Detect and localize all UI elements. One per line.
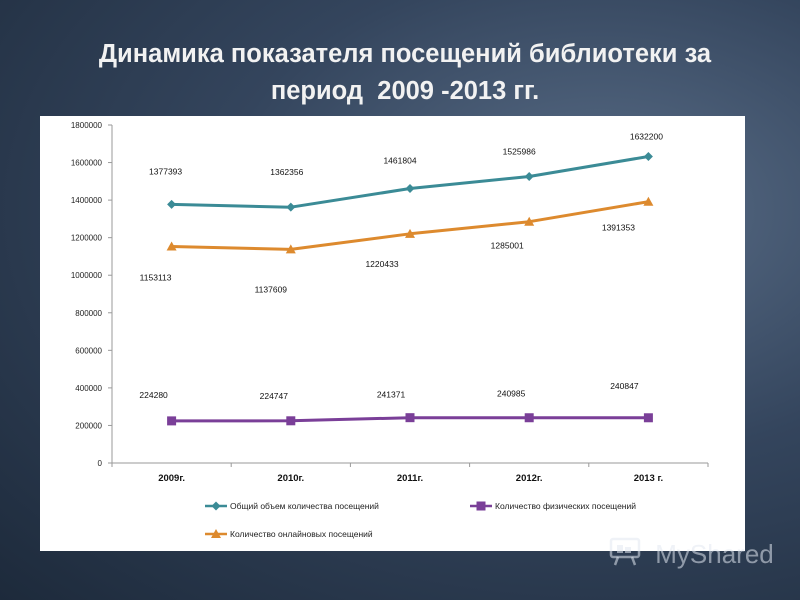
series-2-point <box>286 416 296 426</box>
series-1-point <box>643 152 653 162</box>
x-tick-label: 2010г. <box>277 473 304 484</box>
series-3-point <box>643 196 654 206</box>
watermark-text: MyShared <box>655 539 774 569</box>
data-label: 241371 <box>377 390 406 400</box>
y-tick-label: 0 <box>98 459 103 468</box>
x-tick-label: 2011г. <box>397 473 423 484</box>
chart-ticks: 0 200000 400000 600000 800000 1000000 1200000 1… <box>71 121 709 484</box>
series-1-point <box>405 184 415 194</box>
chart-legend: Общий объем количества посещений Количест… <box>205 501 636 539</box>
legend-marker-2 <box>476 501 486 511</box>
y-tick-label: 200000 <box>75 421 102 430</box>
chart-markers <box>166 152 654 426</box>
series-3-point <box>285 244 296 254</box>
legend-label-2: Количество физических посещений <box>495 501 636 511</box>
series-2-point <box>524 413 534 423</box>
data-label: 224280 <box>139 390 168 400</box>
y-tick-label: 1000000 <box>71 271 103 280</box>
data-label: 224747 <box>260 391 289 401</box>
data-label: 1362356 <box>270 167 303 177</box>
data-label: 1525986 <box>503 146 536 156</box>
data-label: 1285001 <box>491 241 524 251</box>
data-label: 1632200 <box>630 132 663 142</box>
slide-title: Динамика показателя посещений библиотеки… <box>0 36 800 110</box>
data-label: 1137609 <box>255 284 288 294</box>
y-tick-label: 800000 <box>75 309 102 318</box>
y-tick-label: 1400000 <box>71 196 103 205</box>
series-line-3 <box>171 200 649 251</box>
legend-label-1: Общий объем количества посещений <box>230 501 379 511</box>
data-label: 1461804 <box>383 156 416 166</box>
y-tick-label: 1800000 <box>71 121 103 130</box>
data-label: 240847 <box>610 381 639 391</box>
series-1-point <box>286 202 296 212</box>
slide-title-line-2: период 2009 -2013 гг. <box>270 77 540 105</box>
series-1-point <box>167 199 177 209</box>
series-3-point <box>524 216 535 226</box>
y-tick-label: 600000 <box>75 346 102 355</box>
legend-marker-1 <box>211 501 221 511</box>
legend-label-3: Количество онлайновых посещений <box>230 529 373 539</box>
x-tick-label: 2013 г. <box>634 473 663 484</box>
presentation-board-icon <box>608 536 642 573</box>
y-tick-label: 1600000 <box>71 159 103 168</box>
x-tick-label: 2012г. <box>516 473 543 484</box>
chart-axes <box>111 125 708 464</box>
data-label: 240985 <box>497 389 526 399</box>
series-3-point <box>166 241 177 251</box>
legend-marker-3 <box>211 529 221 538</box>
series-2-point <box>167 416 177 426</box>
chart-series-lines <box>171 155 649 423</box>
series-2-point <box>643 413 653 423</box>
x-tick-label: 2009г. <box>158 473 185 484</box>
series-3-point <box>405 228 415 238</box>
data-label: 1153113 <box>140 272 172 282</box>
data-label: 1220433 <box>365 259 398 269</box>
series-1-point <box>524 171 534 181</box>
watermark: MyShared <box>608 536 774 570</box>
data-label: 1377393 <box>149 166 182 176</box>
y-tick-label: 400000 <box>75 384 102 393</box>
chart-data-labels: 1377393 1362356 1461804 1525986 1632200 22428… <box>139 132 663 401</box>
slide-title-line-1: Динамика показателя посещений библиотеки… <box>98 40 712 68</box>
series-2-point <box>405 413 415 423</box>
chart-panel: 0 200000 400000 600000 800000 1000000 1200000 1… <box>40 116 745 551</box>
data-label: 1391353 <box>602 223 635 233</box>
line-chart: 0 200000 400000 600000 800000 1000000 1200000 1… <box>71 121 709 539</box>
y-tick-label: 1200000 <box>71 234 103 243</box>
